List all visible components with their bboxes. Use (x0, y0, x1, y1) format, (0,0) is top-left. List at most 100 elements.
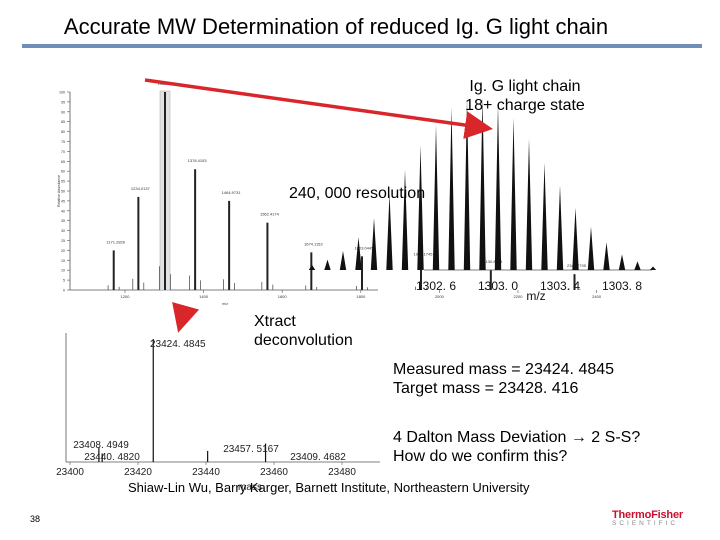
isotope-peak (572, 207, 579, 270)
title-divider (22, 44, 702, 48)
y-tick-label: 85 (61, 120, 65, 124)
isotope-peak (463, 98, 471, 270)
isotope-peak (401, 169, 409, 270)
y-tick-label: 75 (61, 140, 65, 144)
mass-x-tick-label: 23460 (260, 467, 288, 478)
isotope-peak (618, 254, 626, 270)
y-tick-label: 65 (61, 160, 65, 164)
y-tick-label: 60 (61, 170, 65, 174)
mass-peak-label: 23409. 4682 (290, 452, 346, 463)
isotope-peak (634, 261, 641, 270)
peak-label: 1378.4153 (188, 158, 208, 163)
y-tick-label: 0 (63, 289, 65, 293)
logo-line1: ThermoFisher (612, 509, 683, 521)
spectrum-minor-peak (159, 266, 160, 290)
spectrum-peak (310, 252, 313, 290)
resolution-label: 240, 000 resolution (289, 185, 426, 202)
peak-label: 1803.0445 (355, 245, 375, 250)
spectrum-minor-peak (484, 287, 486, 290)
isotope-peak (587, 226, 595, 270)
page-title: Accurate MW Determination of reduced Ig.… (63, 14, 609, 39)
chain-label-line1: Ig. G light chain (469, 78, 581, 95)
y-axis-label: Relative Abundance (57, 175, 61, 207)
isotope-peak (479, 97, 486, 270)
y-tick-label: 55 (61, 180, 65, 184)
spectrum-minor-peak (305, 285, 307, 290)
spectrum-peak (573, 274, 576, 290)
mass-peak-label: 23424. 4845 (150, 339, 206, 350)
y-tick-label: 30 (61, 229, 65, 233)
y-tick-label: 45 (61, 199, 65, 203)
mass-x-axis-label: mass (238, 482, 262, 493)
red-arrow-to-cluster (144, 78, 493, 139)
spectrum-minor-peak (132, 278, 134, 290)
question-line2: How do we confirm this? (393, 448, 568, 465)
chain-label: Ig. G light chain 18+ charge state (455, 77, 595, 115)
spectrum-peak (164, 92, 167, 290)
spectrum-minor-peak (143, 282, 145, 290)
spectrum-minor-peak (118, 286, 120, 290)
spectrum-peak (489, 270, 492, 290)
x-tick-label: 1400 (199, 294, 209, 299)
x-axis-label: m/z (222, 302, 228, 306)
xtract-label-line1: Xtract (254, 313, 296, 330)
x-tick-label: 1800 (356, 294, 366, 299)
mass-peak (207, 450, 209, 462)
isotope-peak (448, 107, 455, 270)
isotope-x-tick-label: 1303. 4 (540, 279, 580, 293)
y-tick-label: 20 (61, 249, 65, 253)
peak-label: 1562.4174 (260, 212, 280, 217)
isotope-peak (649, 266, 657, 270)
x-tick-label: 2000 (435, 294, 445, 299)
spectrum-minor-peak (261, 281, 263, 290)
measured-mass: Measured mass = 23424. 4845 (393, 361, 615, 378)
spectrum-minor-peak (234, 282, 235, 290)
spectrum-peak (194, 169, 197, 290)
mass-x-tick-label: 23420 (124, 467, 152, 478)
y-tick-label: 100 (59, 91, 65, 95)
y-tick-label: 80 (61, 130, 65, 134)
isotope-peak (556, 185, 564, 270)
peak-label: 1234.0137 (131, 186, 151, 191)
y-tick-label: 40 (61, 209, 65, 213)
spectrum-peak (137, 196, 140, 290)
y-tick-label: 5 (63, 279, 65, 283)
mass-peak-label: 23440. 4820 (84, 452, 140, 463)
spectrum-minor-peak (366, 287, 368, 290)
spectrum-minor-peak (579, 288, 581, 290)
isotope-peak (525, 138, 533, 270)
spectrum-peak (360, 256, 363, 290)
mass-peak (101, 453, 103, 462)
mass-peak-label: 23457. 5167 (223, 444, 279, 455)
xtract-label: Xtract deconvolution (254, 312, 353, 350)
xtract-label-line2: deconvolution (254, 332, 353, 349)
peak-label: 1674.1153 (304, 241, 323, 246)
isotope-peak (494, 103, 502, 270)
mass-peak (98, 447, 100, 462)
mass-peak-label: 23408. 4949 (73, 440, 129, 451)
isotope-peak (386, 193, 393, 270)
chain-label-line2: 18+ charge state (465, 97, 585, 114)
y-tick-label: 90 (61, 110, 65, 114)
mass-x-tick-label: 23400 (56, 467, 84, 478)
mass-x-tick-label: 23480 (328, 467, 356, 478)
mass-peak (264, 443, 267, 462)
question-block: 4 Dalton Mass Deviation → 2 S-S? How do … (393, 428, 640, 466)
isotope-peak (324, 259, 331, 270)
x-tick-label: 1600 (278, 294, 288, 299)
peak-label: 1464.9731 (222, 190, 242, 195)
x-tick-label: 2400 (592, 294, 602, 299)
footer-credit: Shiaw-Lin Wu, Barry Karger, Barnett Inst… (128, 480, 530, 495)
x-tick-label: 2200 (514, 294, 524, 299)
target-mass: Target mass = 23428. 416 (393, 380, 579, 397)
x-tick-label: 1200 (121, 294, 131, 299)
peak-label: 2130.8244 (483, 259, 503, 264)
peak-label: 1953.1745 (414, 251, 434, 256)
spectrum-minor-peak (272, 284, 274, 290)
red-arrow-to-deconvolution (172, 302, 200, 333)
isotope-peak (339, 250, 347, 270)
isotope-peak (370, 218, 378, 270)
spectrum-minor-peak (189, 275, 190, 290)
mass-x-tick-label: 23440 (192, 467, 220, 478)
